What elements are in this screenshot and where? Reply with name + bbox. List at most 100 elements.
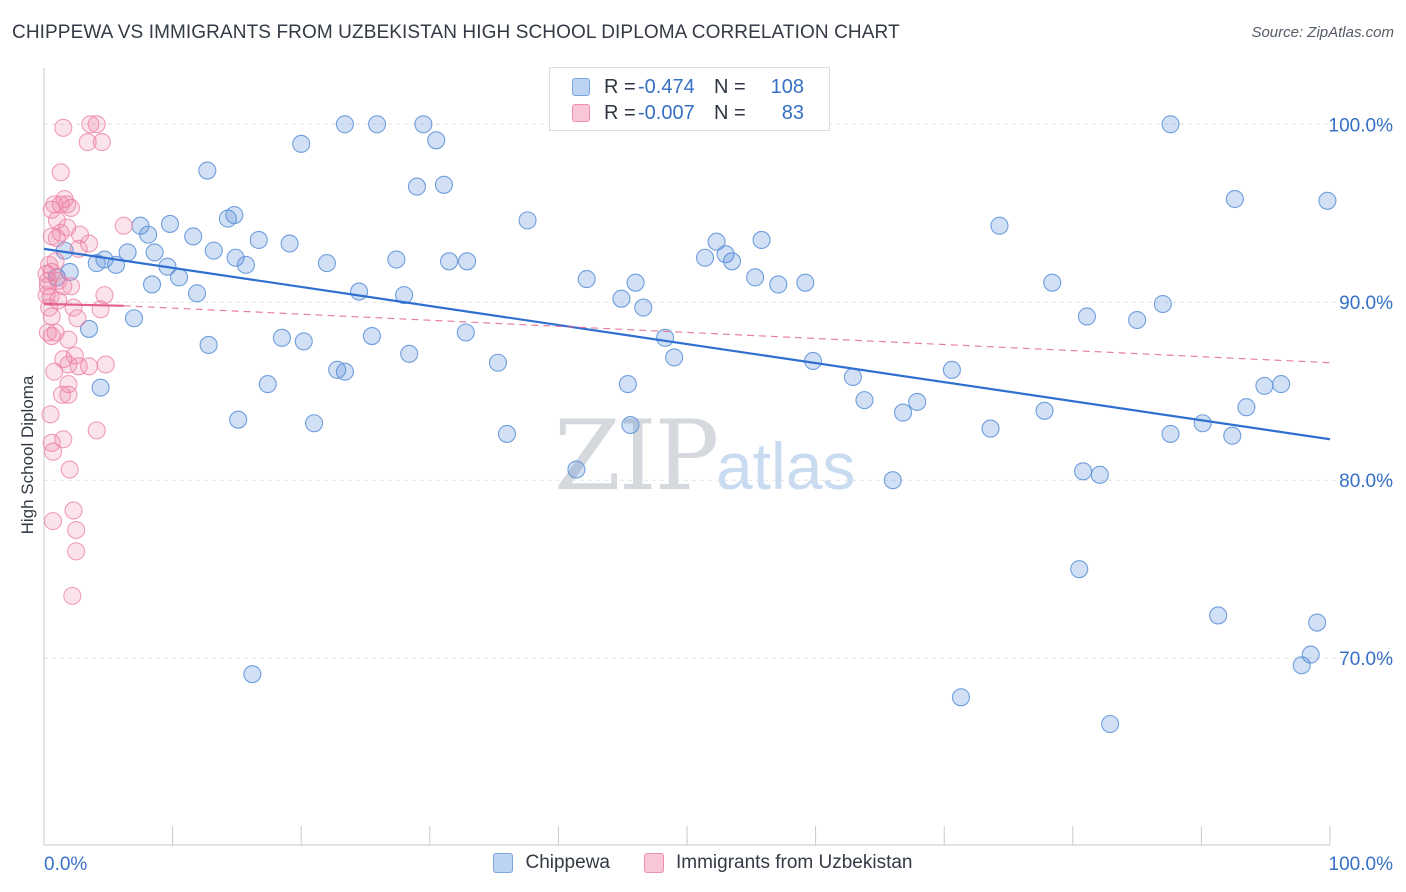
uzbekistan-point [42, 200, 61, 219]
chippewa-point [665, 348, 684, 367]
chippewa-point [1101, 714, 1120, 734]
chippewa-point [142, 275, 162, 294]
r-label: R = [604, 75, 636, 98]
chippewa-point [87, 254, 106, 273]
chippewa-point [387, 250, 406, 269]
chippewa-point [350, 282, 369, 301]
chippewa-point [198, 161, 217, 180]
chippewa-point [893, 403, 913, 422]
chippewa-point [855, 391, 874, 410]
chippewa-point [942, 360, 961, 379]
x-tick-label: 0.0% [44, 854, 87, 875]
uzbekistan-point [42, 307, 61, 326]
chippewa-point [294, 332, 313, 351]
uzbekistan-point [43, 442, 63, 461]
uzbekistan-trend-line-dashed [123, 305, 1331, 364]
chippewa-point [634, 298, 653, 317]
uzbekistan-point [54, 277, 73, 296]
chippewa-point [456, 323, 475, 342]
uzbekistan-point [59, 385, 78, 404]
chippewa-point [1161, 424, 1180, 443]
chippewa-point [707, 232, 726, 251]
chippewa-point [1308, 613, 1327, 632]
chippewa-point [1070, 560, 1089, 579]
chippewa-point [843, 367, 862, 387]
chippewa-point [488, 353, 508, 372]
chippewa-point [169, 268, 189, 287]
chippewa-point [258, 375, 277, 394]
chippewa-point [908, 392, 927, 411]
n-value: 108 [770, 75, 804, 98]
chippewa-point [990, 216, 1009, 235]
chippewa-point [368, 115, 387, 134]
uzbekistan-point [96, 355, 115, 374]
uzbekistan-point [59, 375, 78, 394]
chippewa-point [612, 289, 631, 308]
chippewa-point [567, 460, 586, 479]
chippewa-point [695, 248, 715, 267]
chippewa-point [722, 252, 742, 271]
chippewa-point [1209, 606, 1228, 625]
chippewa-point [769, 275, 788, 294]
chippewa-point [272, 328, 291, 347]
chippewa-point [362, 326, 381, 346]
chippewa-point [621, 415, 640, 435]
chart-title: CHIPPEWA VS IMMIGRANTS FROM UZBEKISTAN H… [12, 22, 900, 43]
uzbekistan-point [65, 346, 84, 365]
chippewa-point [400, 344, 419, 363]
chippewa-point [236, 255, 255, 274]
chippewa-point [1161, 115, 1180, 134]
x-tick-label: 100.0% [1329, 854, 1394, 875]
chippewa-point [225, 205, 244, 225]
chippewa-point [1035, 401, 1054, 420]
uzbekistan-point [87, 115, 106, 134]
chippewa-point [1074, 462, 1093, 481]
uzbekistan-point [67, 542, 86, 561]
legend-item-uzbekistan[interactable]: Immigrants from Uzbekistan [643, 852, 913, 874]
y-tick-label: 100.0% [1329, 115, 1394, 136]
uzbekistan-point [54, 430, 73, 449]
chippewa-point [618, 375, 637, 394]
chippewa-point [249, 230, 268, 250]
chippewa-point [317, 254, 336, 273]
uzbekistan-point [45, 362, 64, 381]
uzbekistan-swatch [572, 104, 590, 122]
chippewa-point [292, 134, 311, 153]
y-tick-label: 80.0% [1339, 471, 1393, 492]
uzbekistan-trend-line [43, 302, 124, 307]
uzbekistan-point [68, 309, 87, 328]
chippewa-point [716, 245, 735, 264]
chippewa-point [199, 335, 218, 354]
uzbekistan-point [64, 501, 83, 520]
legend-label-chippewa: Chippewa [525, 852, 610, 873]
chippewa-point [497, 424, 517, 443]
chippewa-point [458, 252, 477, 271]
n-value: 83 [781, 101, 804, 124]
uzbekistan-point [54, 118, 73, 137]
chippewa-point [626, 273, 645, 292]
uzbekistan-point [54, 350, 73, 369]
uzbekistan-point [69, 357, 88, 376]
y-tick-label: 70.0% [1339, 649, 1393, 670]
chippewa-point [1043, 273, 1062, 292]
chippewa-point [184, 227, 203, 246]
uzbekistan-point [95, 286, 114, 305]
chippewa-swatch [493, 853, 514, 873]
chippewa-point [1223, 426, 1242, 445]
uzbekistan-point [67, 520, 86, 540]
chippewa-point [335, 115, 354, 134]
chippewa-swatch [572, 78, 590, 96]
chippewa-point [1237, 398, 1256, 417]
uzbekistan-point [64, 298, 83, 317]
chippewa-point [187, 284, 207, 303]
chippewa-point [1128, 310, 1147, 330]
chippewa-point [746, 268, 765, 287]
series-legend: Chippewa Immigrants from Uzbekistan [0, 852, 1406, 874]
uzbekistan-point [78, 133, 97, 152]
legend-item-chippewa[interactable]: Chippewa [493, 852, 610, 874]
uzbekistan-point [41, 405, 60, 424]
legend-row-uzbekistan: R = -0.007 N = 83 [572, 101, 804, 125]
chippewa-point [434, 175, 453, 194]
chippewa-point [1318, 191, 1337, 210]
